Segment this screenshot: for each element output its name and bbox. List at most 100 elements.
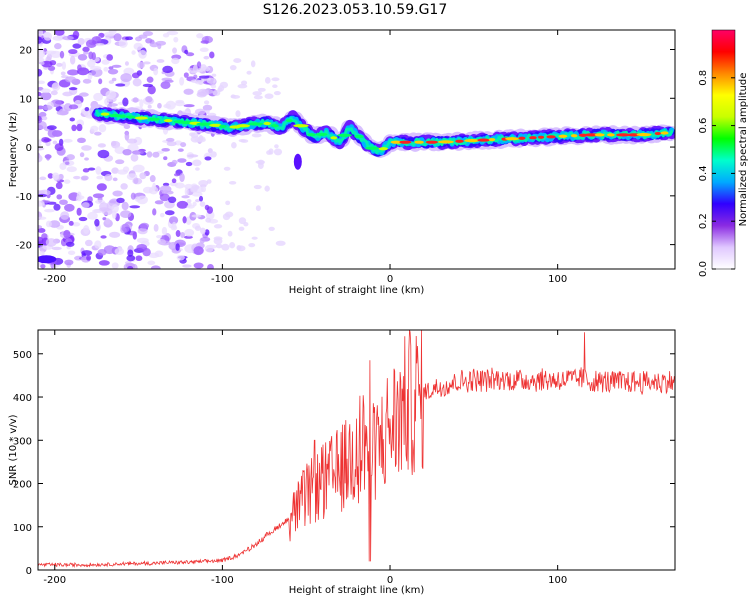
noise-blob: [53, 203, 61, 211]
ridge-hotspot: [365, 146, 380, 150]
snr-ticks: -200 -100 0 100 0 100 200 300 400 500: [13, 330, 675, 586]
noise-blob: [162, 182, 170, 187]
spectrogram-xtick-label: 0: [387, 274, 393, 285]
noise-blob: [81, 145, 92, 151]
noise-blob: [156, 59, 165, 63]
noise-blob: [76, 123, 83, 132]
noise-blob: [212, 90, 221, 96]
noise-blob: [116, 197, 125, 204]
colorbar-tick-label: 0.4: [698, 165, 709, 181]
noise-blob: [184, 228, 195, 237]
noise-blob: [40, 91, 52, 101]
noise-blob: [193, 262, 204, 269]
noise-blob: [200, 185, 207, 193]
noise-blob: [85, 39, 97, 48]
ridge-hotspot: [330, 136, 338, 140]
noise-blob: [38, 115, 43, 124]
ridge-hotspot: [147, 117, 160, 121]
noise-blob: [209, 51, 215, 59]
noise-blob: [159, 193, 170, 202]
noise-blob: [246, 70, 252, 75]
noise-blob: [38, 36, 43, 44]
noise-blob: [152, 151, 160, 158]
noise-blob: [210, 84, 217, 89]
noise-blob: [205, 217, 212, 223]
ridge-hotspot: [414, 140, 424, 144]
noise-blob: [142, 61, 151, 65]
noise-blob: [204, 229, 210, 236]
noise-blob: [152, 208, 157, 216]
noise-blob: [248, 243, 256, 248]
noise-blob: [82, 78, 92, 84]
noise-blob: [198, 195, 204, 202]
ridge-blob: [293, 153, 302, 170]
noise-blob: [38, 49, 46, 59]
spectrogram-xtick-label: -100: [211, 274, 234, 285]
noise-blob: [164, 210, 175, 216]
noise-blob: [186, 199, 192, 203]
noise-blob: [238, 138, 246, 143]
noise-blob: [43, 208, 55, 213]
noise-blob: [146, 151, 153, 158]
snr-y-label: SNR (10 * v/v): [8, 414, 19, 485]
noise-blob: [104, 98, 110, 106]
noise-blob: [192, 159, 202, 167]
ridge-hotspot: [196, 122, 212, 126]
noise-blob: [63, 138, 73, 143]
noise-blob: [124, 132, 130, 141]
noise-blob: [101, 59, 110, 65]
noise-blob: [257, 87, 266, 92]
noise-blob: [107, 68, 119, 75]
noise-blob: [252, 91, 263, 96]
noise-blob: [160, 81, 171, 90]
noise-blob: [255, 205, 261, 212]
noise-blob: [84, 239, 93, 247]
ridge-hotspot: [100, 112, 110, 116]
noise-blob: [124, 61, 129, 66]
noise-blob: [100, 235, 107, 239]
ridge-hotspot: [247, 122, 264, 126]
noise-blob: [157, 239, 167, 245]
noise-blob: [147, 85, 156, 95]
noise-blob: [146, 76, 154, 83]
ridge-hotspot: [219, 124, 227, 129]
ridge-hotspot: [636, 133, 652, 137]
noise-blob: [190, 135, 201, 143]
colorbar-tick-label: 0.0: [698, 261, 709, 277]
spectrogram-y-label: Frequency (Hz): [8, 112, 19, 188]
noise-blob: [41, 116, 48, 121]
ridge-hotspot: [570, 134, 578, 138]
colorbar-scale: [711, 29, 736, 270]
ridge-blob: [38, 255, 57, 264]
noise-blob: [40, 264, 46, 269]
noise-blob: [79, 152, 85, 158]
noise-blob: [45, 238, 57, 247]
noise-blob: [163, 156, 168, 161]
noise-blob: [115, 159, 125, 165]
noise-blob: [115, 83, 126, 87]
noise-blob: [236, 245, 246, 252]
noise-blob: [272, 84, 278, 89]
noise-blob: [184, 187, 189, 196]
noise-blob: [180, 142, 187, 148]
spectrogram-frame: [37, 29, 676, 270]
noise-blob: [130, 153, 139, 162]
ridge-hotspot: [378, 147, 388, 151]
noise-blob: [112, 190, 123, 197]
ridge-hotspot: [660, 131, 669, 135]
ridge-hotspot: [654, 131, 662, 136]
noise-blob: [157, 43, 162, 50]
noise-blob: [49, 60, 57, 66]
ridge-hotspot: [627, 133, 641, 137]
noise-blob: [38, 225, 43, 229]
noise-blob: [38, 111, 47, 118]
noise-blob: [173, 173, 180, 177]
snr-xtick-label: 100: [548, 575, 567, 586]
ridge-hotspot: [125, 115, 136, 119]
noise-blob: [204, 244, 214, 253]
snr-frame: [37, 329, 676, 571]
noise-blob: [69, 55, 76, 65]
noise-blob: [164, 79, 174, 83]
noise-blob: [274, 144, 279, 149]
ridge-hotspot: [315, 132, 328, 137]
